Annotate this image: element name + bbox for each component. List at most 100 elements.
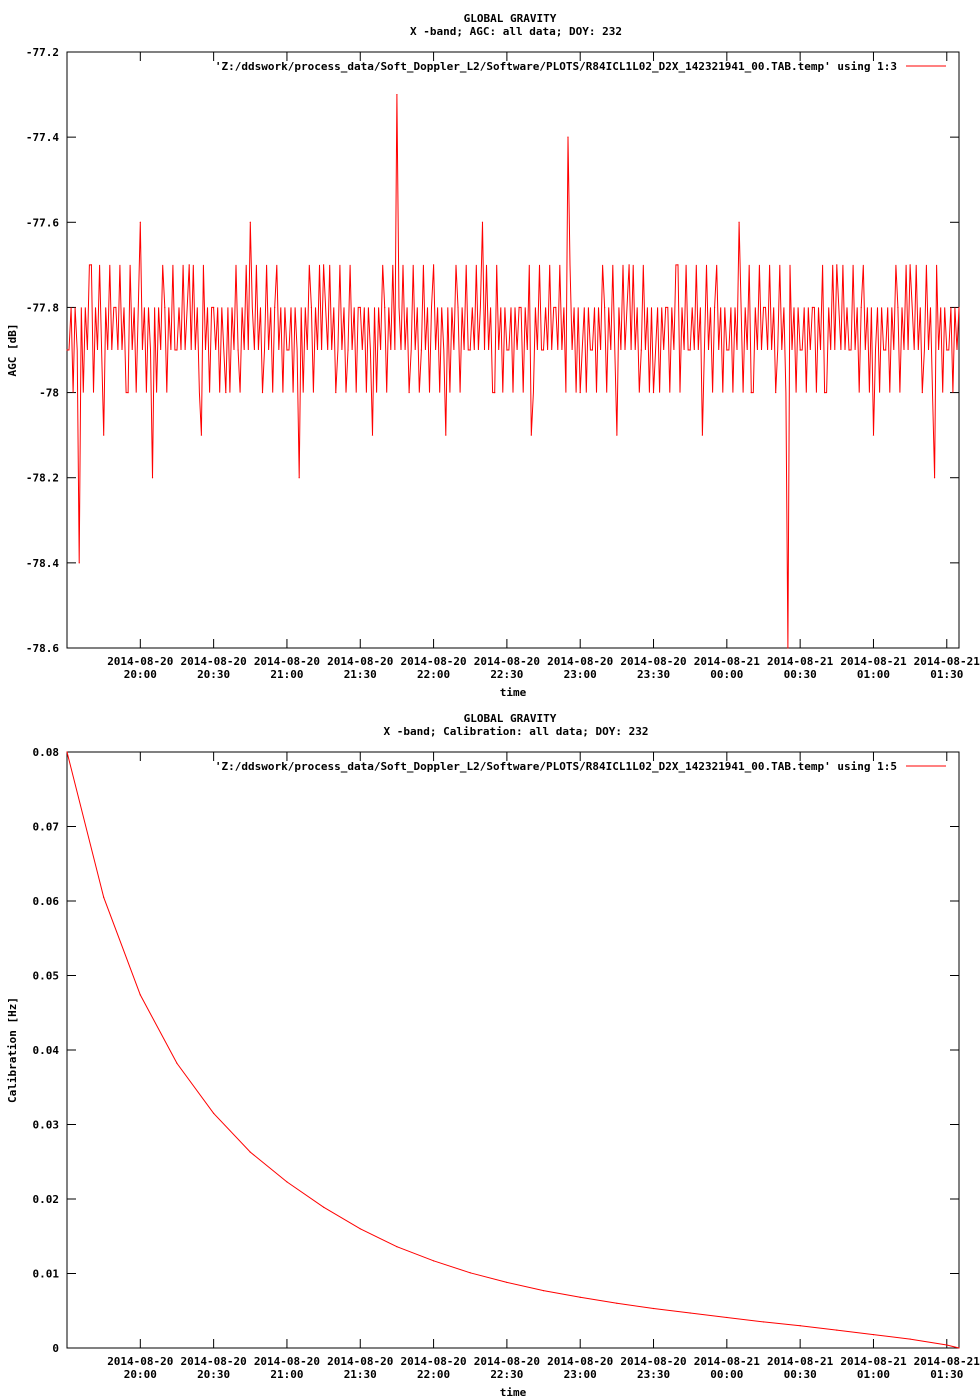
agc-data-point xyxy=(151,477,154,479)
calibration-series-line xyxy=(66,751,960,1349)
agc-data-point xyxy=(323,264,325,266)
calibration-data-point xyxy=(579,1296,581,1298)
agc-data-point xyxy=(542,349,545,351)
agc-data-point xyxy=(445,434,447,436)
agc-data-point xyxy=(225,391,227,394)
agc-data-point xyxy=(799,349,801,351)
agc-data-point xyxy=(591,349,594,351)
agc-legend-label: 'Z:/ddswork/process_data/Soft_Doppler_L2… xyxy=(215,60,897,73)
agc-y-tick-label: -78.4 xyxy=(26,557,59,570)
agc-y-axis-label: AGC [dB] xyxy=(6,324,19,377)
calibration-y-tick-label: 0.08 xyxy=(33,746,60,759)
calibration-x-tick-time: 23:00 xyxy=(564,1368,597,1381)
agc-y-tick-label: -78.6 xyxy=(26,642,59,655)
agc-data-point xyxy=(457,306,459,309)
calibration-data-point xyxy=(836,1329,838,1331)
calibration-y-axis: 0.08 0.07 0.06 0.05 0.04 0.03 0.02 0.01 0 xyxy=(33,746,959,1355)
agc-data-point xyxy=(139,221,141,223)
calibration-x-tick-time: 21:30 xyxy=(344,1368,377,1381)
agc-data-point xyxy=(371,434,374,436)
calibration-data-point xyxy=(946,1344,948,1346)
agc-x-tick-time: 01:30 xyxy=(930,668,963,681)
calibration-x-tick-date: 2014-08-20 xyxy=(620,1355,686,1368)
calibration-x-tick-time: 20:00 xyxy=(124,1368,157,1381)
calibration-data-point xyxy=(616,1302,618,1304)
calibration-data-point xyxy=(909,1338,911,1340)
agc-data-point xyxy=(652,391,655,394)
agc-data-point xyxy=(261,391,264,394)
agc-data-point xyxy=(860,306,862,309)
agc-data-point xyxy=(897,306,899,309)
agc-data-point xyxy=(518,306,520,309)
agc-data-point xyxy=(127,391,129,394)
agc-data-point xyxy=(78,562,80,564)
agc-data-point xyxy=(762,306,765,309)
agc-chart-title: GLOBAL GRAVITY xyxy=(464,12,557,25)
calibration-data-point xyxy=(323,1206,325,1208)
calibration-data-point xyxy=(726,1316,728,1319)
calibration-y-tick-label: 0.06 xyxy=(33,895,60,908)
agc-data-point xyxy=(164,306,166,309)
agc-data-point xyxy=(310,306,312,309)
agc-data-point xyxy=(359,306,361,309)
agc-data-point xyxy=(176,349,178,351)
calibration-x-tick-time: 20:30 xyxy=(197,1368,230,1381)
agc-data-point xyxy=(726,349,728,351)
agc-data-point xyxy=(921,391,923,394)
agc-x-tick-date: 2014-08-20 xyxy=(547,655,613,668)
calibration-x-tick-time: 22:30 xyxy=(490,1368,523,1381)
agc-data-point xyxy=(775,391,777,394)
calibration-data-point xyxy=(286,1181,288,1183)
agc-data-point xyxy=(958,306,960,309)
agc-y-tick-label: -77.4 xyxy=(26,131,59,144)
agc-data-point xyxy=(689,349,691,351)
agc-data-point xyxy=(335,391,337,394)
calibration-data-point xyxy=(432,1260,435,1262)
calibration-x-tick-time: 01:00 xyxy=(857,1368,890,1381)
agc-data-point xyxy=(787,647,789,649)
agc-x-tick-time: 22:00 xyxy=(417,668,450,681)
agc-data-point xyxy=(432,264,435,266)
agc-data-point xyxy=(347,349,349,351)
calibration-x-tick-date: 2014-08-21 xyxy=(767,1355,834,1368)
agc-data-point xyxy=(396,93,398,96)
agc-x-tick-time: 00:00 xyxy=(710,668,743,681)
agc-y-tick-label: -77.8 xyxy=(26,301,59,314)
agc-x-tick-time: 00:30 xyxy=(784,668,817,681)
calibration-x-tick-time: 00:00 xyxy=(710,1368,743,1381)
calibration-data-point xyxy=(396,1246,398,1248)
calibration-data-point xyxy=(762,1321,765,1323)
agc-data-point xyxy=(481,221,484,223)
agc-data-point xyxy=(90,264,93,266)
calibration-y-tick-label: 0.03 xyxy=(33,1119,60,1132)
agc-x-tick-time: 22:30 xyxy=(490,668,523,681)
agc-chart: GLOBAL GRAVITY X -band; AGC: all data; D… xyxy=(6,12,980,699)
agc-y-tick-label: -78.2 xyxy=(26,472,59,485)
calibration-x-tick-date: 2014-08-21 xyxy=(694,1355,761,1368)
calibration-data-point xyxy=(103,896,105,898)
agc-data-point xyxy=(200,434,203,436)
agc-data-point xyxy=(249,221,251,223)
calibration-chart-title: GLOBAL GRAVITY xyxy=(464,712,557,725)
calibration-data-point xyxy=(359,1228,361,1230)
agc-data-point xyxy=(616,434,618,436)
calibration-x-tick-time: 01:30 xyxy=(930,1368,963,1381)
agc-chart-subtitle: X -band; AGC: all data; DOY: 232 xyxy=(410,25,622,38)
agc-data-point xyxy=(420,349,422,351)
calibration-data-point xyxy=(652,1307,655,1310)
agc-data-point xyxy=(811,306,813,309)
calibration-data-point xyxy=(139,994,141,996)
calibration-plot-frame xyxy=(66,751,960,1349)
agc-data-point xyxy=(530,434,532,436)
calibration-y-axis-label: Calibration [Hz] xyxy=(6,997,19,1103)
agc-x-axis-label: time xyxy=(500,686,527,699)
agc-data-point xyxy=(872,434,875,436)
calibration-data-point xyxy=(958,1347,960,1349)
agc-data-point xyxy=(885,349,887,351)
calibration-x-tick-time: 00:30 xyxy=(784,1368,817,1381)
calibration-data-point xyxy=(542,1290,545,1292)
calibration-x-tick-date: 2014-08-20 xyxy=(400,1355,466,1368)
agc-x-tick-date: 2014-08-20 xyxy=(327,655,393,668)
agc-data-point xyxy=(738,221,740,223)
